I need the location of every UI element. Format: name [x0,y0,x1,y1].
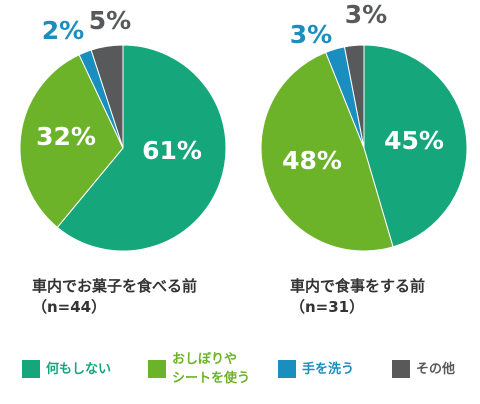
chart-2-label-wipes: 48% [282,146,342,175]
chart-2-title: 車内で食事をする前 [290,277,426,295]
chart-1-label-nothing: 61% [142,136,202,165]
chart-1-label-wash: 2% [42,16,84,45]
chart-1-label-wipes: 32% [36,122,96,151]
chart-1-subtitle: （n=44） [32,298,107,316]
legend-label-wipes: おしぼりや シートを使う [172,350,272,388]
chart-1-label-other: 5% [89,6,131,35]
legend-swatch-wipes [148,360,166,378]
chart-2-slice-nothing [363,44,468,248]
chart-2-caption: 車内で食事をする前 （n=31） [290,276,425,318]
chart-2-subtitle: （n=31） [290,298,365,316]
chart-1-slice-other [90,44,124,149]
legend-item-other: その他 [392,350,480,390]
legend-item-wipes: おしぼりや シートを使う [148,350,278,390]
legend-label-wipes-line1: おしぼりや [172,352,238,367]
chart-2-label-other: 3% [345,0,387,29]
chart-1-title: 車内でお菓子を食べる前 [32,277,198,295]
chart-1-slice-wipes [19,54,124,229]
legend-label-wipes-line2: シートを使う [172,371,251,386]
chart-2-slice-other [343,44,365,149]
legend-label-other: その他 [416,362,456,377]
legend-swatch-nothing [22,360,40,378]
chart-2-label-wash: 3% [290,20,332,49]
chart-1-slice-nothing [56,44,227,252]
chart-1-caption: 車内でお菓子を食べる前 （n=44） [32,276,197,318]
legend-label-nothing: 何もしない [46,362,112,377]
chart-2-label-nothing: 45% [384,126,444,155]
legend-item-nothing: 何もしない [22,350,142,390]
legend-item-wash: 手を洗う [278,350,378,390]
legend-swatch-other [392,360,410,378]
legend-swatch-wash [278,360,296,378]
legend: 何もしない おしぼりや シートを使う 手を洗う その他 [22,350,472,390]
legend-label-wash: 手を洗う [302,362,355,377]
chart-2-slice-wipes [260,51,394,252]
